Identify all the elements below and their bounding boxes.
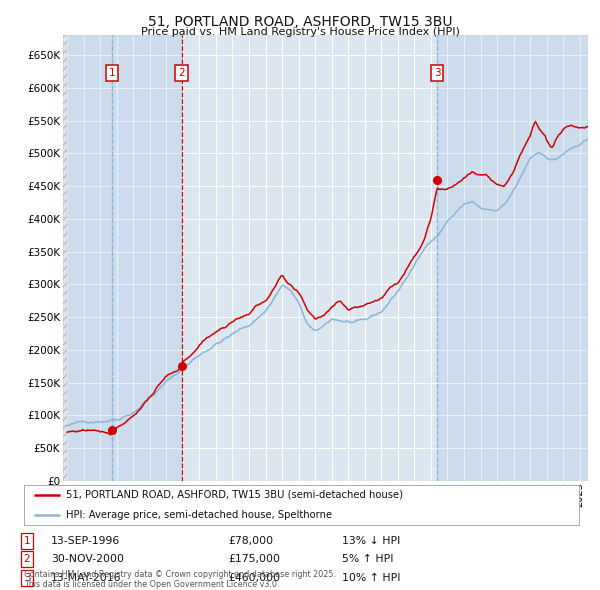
- Text: HPI: Average price, semi-detached house, Spelthorne: HPI: Average price, semi-detached house,…: [65, 510, 332, 520]
- Bar: [112, 35, 182, 481]
- Text: 2: 2: [23, 555, 31, 564]
- Bar: [63, 35, 67, 481]
- Text: 51, PORTLAND ROAD, ASHFORD, TW15 3BU (semi-detached house): 51, PORTLAND ROAD, ASHFORD, TW15 3BU (se…: [65, 490, 403, 500]
- Bar: [437, 35, 588, 481]
- Text: Price paid vs. HM Land Registry's House Price Index (HPI): Price paid vs. HM Land Registry's House …: [140, 27, 460, 37]
- Text: 3: 3: [23, 573, 31, 582]
- Text: £460,000: £460,000: [228, 573, 280, 582]
- Text: £175,000: £175,000: [228, 555, 280, 564]
- Text: Contains HM Land Registry data © Crown copyright and database right 2025.
This d: Contains HM Land Registry data © Crown c…: [24, 570, 336, 589]
- Text: 3: 3: [434, 68, 440, 78]
- Text: 10% ↑ HPI: 10% ↑ HPI: [342, 573, 401, 582]
- Text: 5% ↑ HPI: 5% ↑ HPI: [342, 555, 394, 564]
- Text: 13-MAY-2016: 13-MAY-2016: [51, 573, 121, 582]
- Text: 13% ↓ HPI: 13% ↓ HPI: [342, 536, 400, 546]
- Text: 13-SEP-1996: 13-SEP-1996: [51, 536, 120, 546]
- Text: 1: 1: [109, 68, 115, 78]
- Bar: [63, 35, 112, 481]
- Text: 2: 2: [178, 68, 185, 78]
- Text: 1: 1: [23, 536, 31, 546]
- Text: 30-NOV-2000: 30-NOV-2000: [51, 555, 124, 564]
- Text: £78,000: £78,000: [228, 536, 273, 546]
- Text: 51, PORTLAND ROAD, ASHFORD, TW15 3BU: 51, PORTLAND ROAD, ASHFORD, TW15 3BU: [148, 15, 452, 30]
